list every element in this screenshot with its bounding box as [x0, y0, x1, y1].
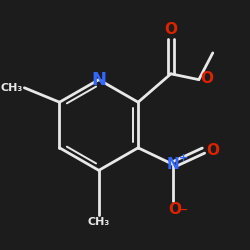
Text: N: N — [167, 157, 179, 172]
Text: O: O — [206, 143, 219, 158]
Text: N: N — [91, 71, 106, 89]
Text: O: O — [164, 22, 177, 36]
Text: O: O — [200, 71, 213, 86]
Text: CH₃: CH₃ — [88, 217, 110, 227]
Text: CH₃: CH₃ — [0, 83, 22, 93]
Text: +: + — [179, 152, 188, 162]
Text: −: − — [179, 205, 188, 215]
Text: O: O — [168, 202, 181, 217]
